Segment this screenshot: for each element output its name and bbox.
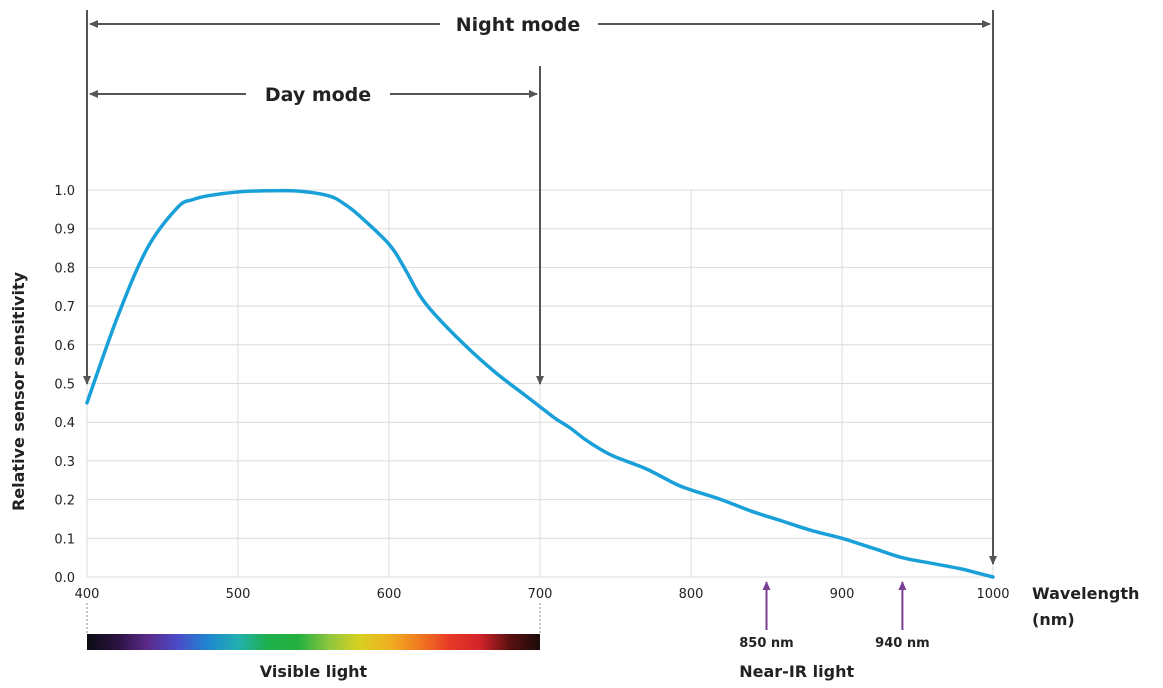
y-tick-label: 1.0 xyxy=(54,184,75,199)
y-tick-label: 0.0 xyxy=(54,571,75,586)
axis-ticks: 0.0 0.1 0.2 0.3 0.4 0.5 0.6 0.7 0.8 0.9 1.0 400 500 6… xyxy=(9,184,1139,629)
day-mode-label: Day mode xyxy=(265,84,371,106)
y-tick-label: 0.4 xyxy=(54,416,75,431)
y-tick-label: 0.5 xyxy=(54,378,75,393)
x-tick-label: 500 xyxy=(226,587,251,602)
y-axis-title: Relative sensor sensitivity xyxy=(9,271,28,511)
y-tick-label: 0.6 xyxy=(54,339,75,354)
y-tick-label: 0.3 xyxy=(54,455,75,470)
visible-spectrum-bar xyxy=(87,634,540,650)
night-mode-label: Night mode xyxy=(456,14,581,36)
visible-light-label: Visible light xyxy=(260,662,368,681)
x-tick-label: 700 xyxy=(528,587,553,602)
x-axis-title: Wavelength xyxy=(1032,584,1139,603)
series-line-0 xyxy=(85,188,995,579)
near-ir-light-label: Near-IR light xyxy=(739,662,854,681)
x-tick-label: 600 xyxy=(377,587,402,602)
y-tick-label: 0.8 xyxy=(54,261,75,276)
x-tick-label: 900 xyxy=(830,587,855,602)
annotations: Night mode Day mode Visible light Near-IR l… xyxy=(83,10,997,681)
ir-marker-label: 940 nm xyxy=(875,636,929,651)
y-tick-label: 0.9 xyxy=(54,223,75,238)
y-tick-label: 0.7 xyxy=(54,300,75,315)
y-tick-label: 0.1 xyxy=(54,532,75,547)
ir-marker-label: 850 nm xyxy=(739,636,793,651)
series-layer xyxy=(85,188,995,579)
x-tick-label: 400 xyxy=(75,587,100,602)
x-tick-label: 800 xyxy=(679,587,704,602)
y-tick-label: 0.2 xyxy=(54,494,75,509)
x-axis-title-unit: (nm) xyxy=(1032,610,1075,629)
x-tick-label: 1000 xyxy=(976,587,1009,602)
